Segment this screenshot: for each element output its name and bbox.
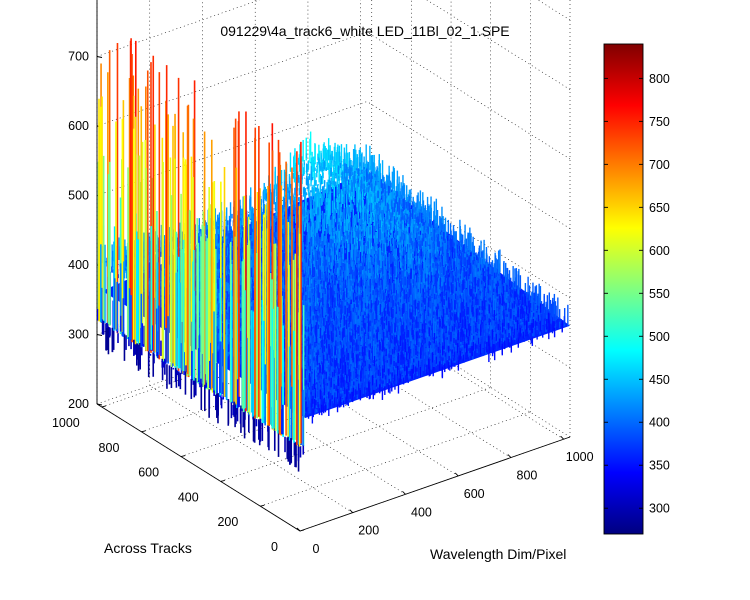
chart-title: 091229\4a_track6_white LED_11Bl_02_1.SPE [220,23,509,39]
z-tick-mark [96,334,103,336]
x-tick-mark [454,472,459,477]
grid-line-floor-y [220,387,491,482]
y-tick-mark [299,529,305,532]
x-tick-mark [296,527,301,532]
grid-line-side-z [366,31,571,160]
z-tick-mark [96,403,103,406]
x-axis-line [299,436,571,532]
axes-group [96,0,571,532]
x-tick-mark [349,509,354,513]
x-tick-mark [507,454,512,458]
surface [97,38,570,472]
y-tick-mark [101,405,106,408]
y-tick-mark [260,504,265,507]
grid-line-side-z [426,0,571,90]
grid-line-side-z [537,0,571,21]
x-tick-mark [560,435,564,440]
x-tick-mark [402,490,406,495]
y-tick-mark [180,455,186,458]
y-tick-mark [141,430,146,433]
z-tick-mark [96,56,103,58]
y-tick-mark [220,479,225,482]
y-axis-line [96,403,301,532]
